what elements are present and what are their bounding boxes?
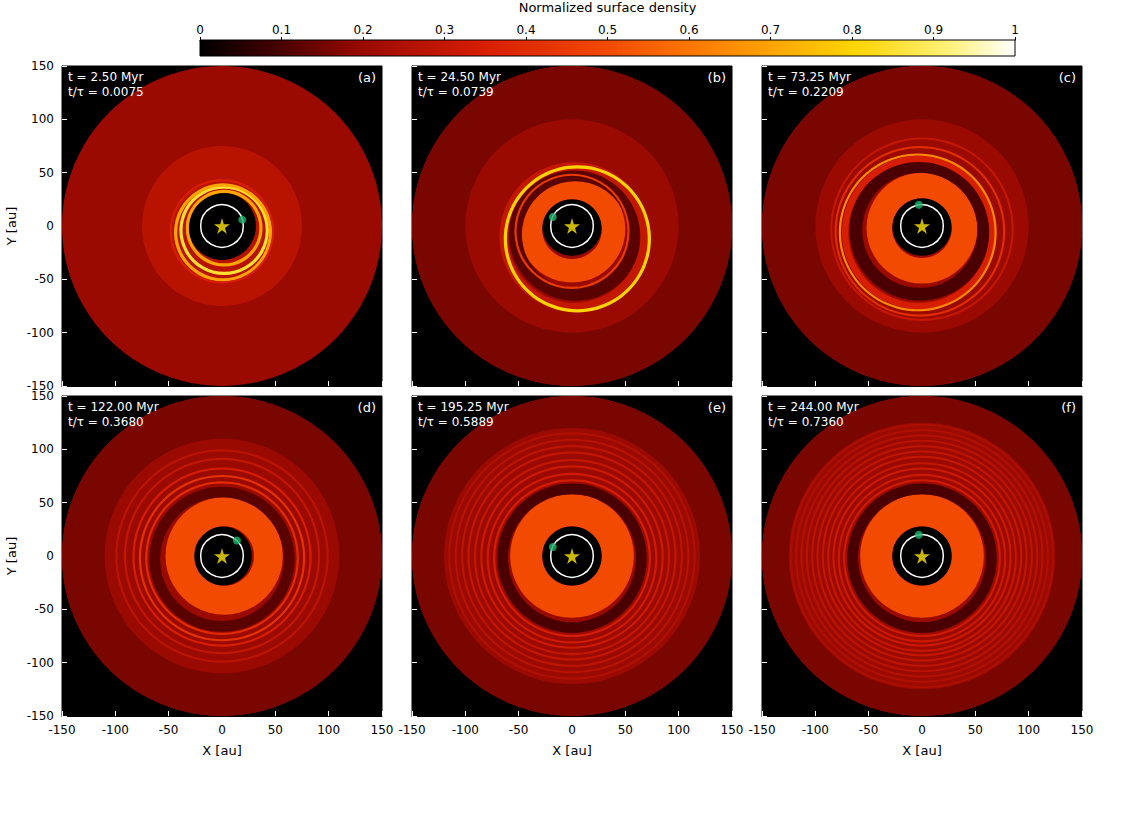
- svg-text:-150: -150: [26, 379, 54, 393]
- svg-text:Y [au]: Y [au]: [4, 537, 19, 576]
- svg-text:-50: -50: [159, 723, 179, 737]
- svg-text:0: 0: [218, 723, 226, 737]
- svg-text:0.8: 0.8: [842, 23, 861, 37]
- svg-text:(d): (d): [358, 400, 376, 415]
- svg-text:t/τ = 0.0739: t/τ = 0.0739: [418, 85, 494, 99]
- svg-text:-50: -50: [509, 723, 529, 737]
- svg-text:0: 0: [46, 219, 54, 233]
- svg-text:-100: -100: [452, 723, 479, 737]
- svg-text:100: 100: [31, 442, 54, 456]
- svg-text:X [au]: X [au]: [552, 743, 591, 758]
- svg-text:-150: -150: [398, 723, 425, 737]
- svg-text:(b): (b): [708, 70, 726, 85]
- svg-text:100: 100: [317, 723, 340, 737]
- svg-text:Y [au]: Y [au]: [4, 207, 19, 246]
- svg-text:0.6: 0.6: [679, 23, 698, 37]
- svg-text:-150: -150: [748, 723, 775, 737]
- svg-text:(e): (e): [708, 400, 726, 415]
- svg-text:t = 24.50 Myr: t = 24.50 Myr: [418, 70, 501, 84]
- svg-text:150: 150: [1071, 723, 1094, 737]
- svg-text:Normalized surface density: Normalized surface density: [519, 0, 697, 15]
- svg-text:-100: -100: [27, 656, 54, 670]
- svg-text:X [au]: X [au]: [202, 743, 241, 758]
- svg-text:0: 0: [568, 723, 576, 737]
- svg-text:100: 100: [667, 723, 690, 737]
- svg-text:(a): (a): [358, 70, 376, 85]
- svg-text:100: 100: [31, 112, 54, 126]
- svg-text:0: 0: [196, 23, 204, 37]
- svg-text:0.3: 0.3: [435, 23, 454, 37]
- svg-text:X [au]: X [au]: [902, 743, 941, 758]
- svg-text:0.7: 0.7: [761, 23, 780, 37]
- svg-text:-100: -100: [27, 326, 54, 340]
- svg-text:-100: -100: [802, 723, 829, 737]
- svg-text:50: 50: [39, 496, 54, 510]
- svg-text:t = 2.50 Myr: t = 2.50 Myr: [68, 70, 143, 84]
- svg-text:50: 50: [39, 166, 54, 180]
- svg-text:t = 122.00 Myr: t = 122.00 Myr: [68, 400, 159, 414]
- svg-text:t = 244.00 Myr: t = 244.00 Myr: [768, 400, 859, 414]
- svg-text:t/τ = 0.3680: t/τ = 0.3680: [68, 415, 144, 429]
- svg-text:t/τ = 0.2209: t/τ = 0.2209: [768, 85, 844, 99]
- svg-text:-50: -50: [34, 272, 54, 286]
- svg-text:0.1: 0.1: [272, 23, 291, 37]
- svg-text:(f): (f): [1061, 400, 1076, 415]
- svg-text:(c): (c): [1059, 70, 1076, 85]
- svg-text:50: 50: [618, 723, 633, 737]
- svg-text:-150: -150: [27, 709, 54, 723]
- svg-text:150: 150: [721, 723, 744, 737]
- svg-text:-50: -50: [34, 602, 54, 616]
- svg-text:0.2: 0.2: [353, 23, 372, 37]
- svg-text:150: 150: [31, 59, 54, 73]
- svg-text:150: 150: [371, 723, 394, 737]
- svg-text:100: 100: [1017, 723, 1040, 737]
- svg-text:50: 50: [268, 723, 283, 737]
- svg-text:-150: -150: [48, 723, 75, 737]
- svg-text:t/τ = 0.0075: t/τ = 0.0075: [68, 85, 144, 99]
- svg-text:t = 73.25 Myr: t = 73.25 Myr: [768, 70, 851, 84]
- svg-text:t/τ = 0.7360: t/τ = 0.7360: [768, 415, 844, 429]
- svg-text:t/τ = 0.5889: t/τ = 0.5889: [418, 415, 494, 429]
- svg-text:0.9: 0.9: [924, 23, 943, 37]
- svg-text:-50: -50: [859, 723, 879, 737]
- svg-text:0.4: 0.4: [516, 23, 535, 37]
- svg-text:-100: -100: [102, 723, 129, 737]
- svg-text:0.5: 0.5: [598, 23, 617, 37]
- svg-text:t = 195.25 Myr: t = 195.25 Myr: [418, 400, 509, 414]
- svg-text:1: 1: [1011, 23, 1019, 37]
- svg-text:50: 50: [968, 723, 983, 737]
- svg-text:0: 0: [918, 723, 926, 737]
- svg-text:0: 0: [46, 549, 54, 563]
- svg-text:150: 150: [31, 389, 54, 403]
